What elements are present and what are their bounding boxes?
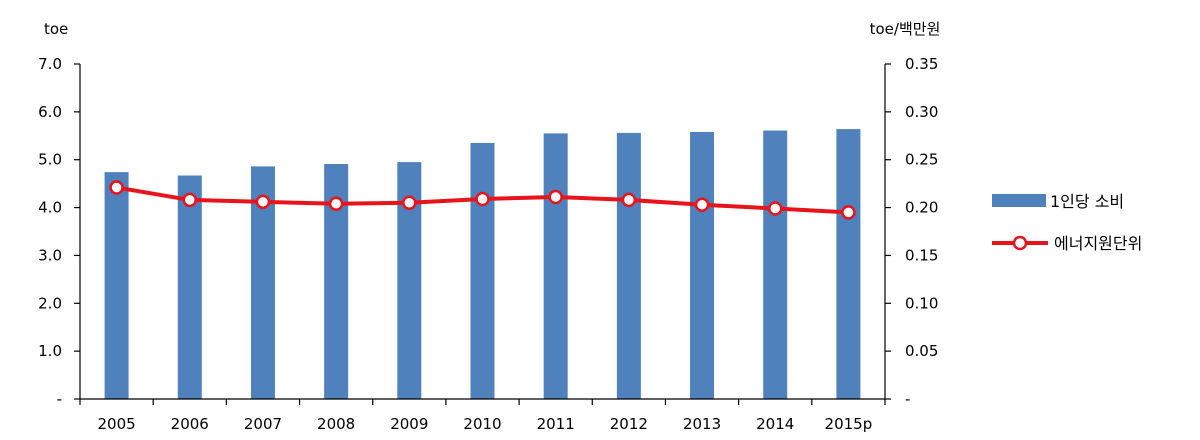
right-tick-label: - [905, 390, 910, 408]
left-tick-label: 5.0 [38, 151, 62, 169]
right-tick-label: 0.25 [905, 151, 938, 169]
x-tick-label: 2008 [317, 415, 355, 433]
bar-2013 [690, 131, 715, 399]
right-tick-label: 0.05 [905, 342, 938, 360]
x-tick-label: 2013 [683, 415, 721, 433]
right-tick-label: 0.20 [905, 199, 938, 217]
line-marker-2007 [255, 194, 271, 210]
bar-2010 [470, 142, 495, 399]
legend: 1인당 소비 에너지원단위 [992, 192, 1142, 253]
line-marker-2009 [402, 195, 417, 211]
right-tick-label: 0.15 [905, 246, 938, 264]
right-axis-ticks: - 0.05 0.10 0.15 0.20 0.25 0.30 0.35 [885, 55, 938, 408]
line-series [109, 180, 856, 220]
left-axis-ticks: - 1.0 2.0 3.0 4.0 5.0 6.0 7.0 [38, 55, 80, 408]
line-marker-2010 [475, 191, 490, 207]
legend-label-line: 에너지원단위 [1054, 234, 1142, 253]
line-marker-2012 [621, 192, 637, 208]
right-tick-label: 0.30 [905, 103, 938, 121]
bar-2014 [763, 130, 788, 399]
left-tick-label: 1.0 [38, 342, 62, 360]
x-tick-label: 2005 [97, 415, 135, 433]
axes [79, 64, 886, 400]
x-tick-label: 2006 [171, 415, 209, 433]
left-tick-label: - [57, 390, 62, 408]
x-tick-label: 2015p [825, 415, 873, 433]
x-tick-label: 2007 [244, 415, 282, 433]
line-marker-2014 [767, 201, 783, 216]
x-tick-label: 2010 [463, 415, 501, 433]
line-marker-2013 [694, 197, 710, 212]
left-tick-label: 7.0 [38, 55, 62, 73]
x-tick-label: 2009 [390, 415, 428, 433]
bar-series [104, 129, 861, 400]
x-tick-label: 2011 [537, 415, 575, 433]
line-marker-2011 [548, 189, 563, 205]
x-tick-label: 2012 [610, 415, 648, 433]
bar-2012 [616, 132, 641, 399]
bar-2005 [104, 172, 129, 399]
legend-swatch-bar [992, 194, 1046, 207]
right-axis-unit: toe/백만원 [870, 20, 941, 38]
bar-2011 [543, 133, 568, 399]
line-marker-2006 [182, 192, 198, 208]
bar-2015p [836, 129, 861, 400]
legend-label-bar: 1인당 소비 [1050, 192, 1124, 211]
left-axis-unit: toe [44, 20, 68, 38]
bar-2007 [250, 166, 275, 399]
left-tick-label: 3.0 [38, 246, 62, 264]
bar-2006 [177, 175, 202, 399]
x-tick-label: 2014 [756, 415, 794, 433]
left-tick-label: 2.0 [38, 294, 62, 312]
left-tick-label: 6.0 [38, 103, 62, 121]
line-marker-2015p [841, 205, 856, 220]
x-axis-ticks: 2005 2006 2007 2008 2009 2010 2011 2012 2013 2014… [79, 399, 886, 433]
line-marker-2008 [328, 196, 344, 211]
line-marker-2005 [109, 180, 124, 195]
left-tick-label: 4.0 [38, 199, 62, 217]
legend-swatch-marker [1012, 235, 1028, 251]
right-tick-label: 0.10 [905, 294, 938, 312]
right-tick-label: 0.35 [905, 55, 938, 73]
